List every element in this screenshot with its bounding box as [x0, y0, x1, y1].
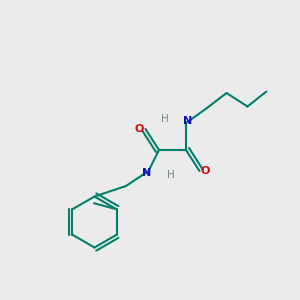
- Text: O: O: [201, 166, 210, 176]
- Text: N: N: [183, 116, 192, 127]
- Text: N: N: [142, 167, 152, 178]
- Text: H: H: [167, 169, 174, 180]
- Text: O: O: [135, 124, 144, 134]
- Text: H: H: [161, 113, 169, 124]
